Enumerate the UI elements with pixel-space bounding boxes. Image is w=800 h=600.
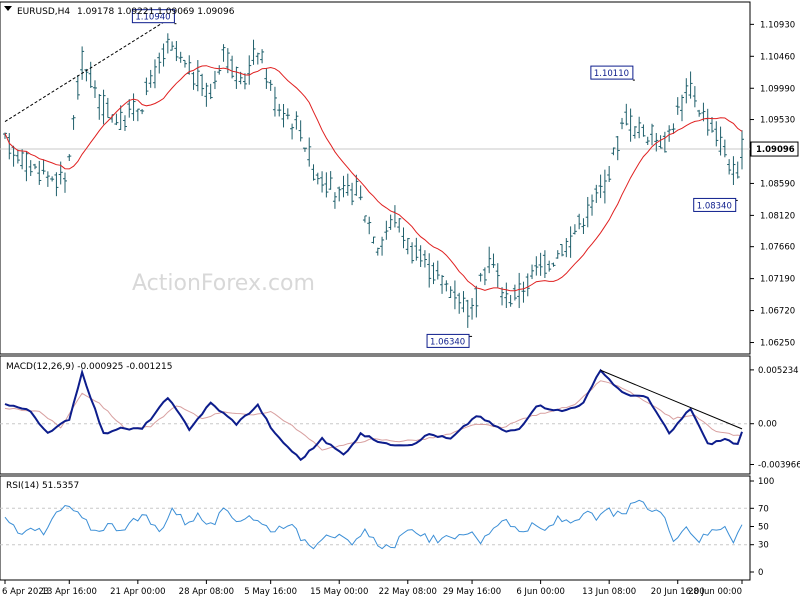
x-tick-label: 5 May 16:00 <box>244 587 297 597</box>
rsi-ytick-label: 50 <box>758 523 769 533</box>
price-label-text: 1.10110 <box>594 69 629 79</box>
rsi-ytick-label: 70 <box>758 504 769 514</box>
symbol-label: EURUSD,H4 <box>17 7 70 17</box>
rsi-ytick-label: 100 <box>758 477 774 487</box>
price-ytick-label: 1.07190 <box>760 275 795 285</box>
rsi-panel: 100 70 50 30 0 RSI(14) 51.5357 <box>0 475 774 581</box>
price-label-box <box>590 65 634 80</box>
macd-panel-frame <box>0 355 751 475</box>
sma-line <box>4 65 743 292</box>
price-ytick-label: 1.09530 <box>760 116 795 126</box>
rsi-panel-frame <box>0 475 751 581</box>
price-ytick-label: 1.09990 <box>760 84 795 94</box>
price-ytick-label: 1.10930 <box>760 20 795 30</box>
macd-trendline <box>600 369 743 430</box>
rsi-ytick-label: 30 <box>758 541 769 551</box>
price-ytick-label: 1.08590 <box>760 179 795 189</box>
macd-yaxis: 0.005234 0.00 -0.003966 <box>750 366 800 471</box>
watermark: ActionForex.com <box>132 271 315 296</box>
current-price-badge <box>750 141 799 157</box>
price-label-box <box>693 197 737 212</box>
rsi-line <box>4 499 743 550</box>
x-tick-label: 21 Apr 00:00 <box>110 587 165 597</box>
rsi-ytick-label: 0 <box>758 568 763 578</box>
x-tick-label: 15 May 00:00 <box>310 587 368 597</box>
x-tick-label: 28 Apr 08:00 <box>179 587 234 597</box>
macd-ytick-label: -0.003966 <box>758 461 800 471</box>
x-tick-label: 13 Apr 16:00 <box>42 587 97 597</box>
price-overlays: 1.10940 1.10110 1.08340 1.06340 <box>4 9 738 348</box>
macd-line <box>4 368 743 462</box>
price-label-text: 1.08340 <box>697 201 732 211</box>
x-tick-label: 6 Apr 2023 <box>2 587 49 597</box>
macd-ytick-label: 0.005234 <box>758 366 799 376</box>
macd-panel: 0.005234 0.00 -0.003966 MACD(12,26,9) -0.0… <box>0 355 800 475</box>
rsi-yaxis: 100 70 50 30 0 <box>750 477 774 578</box>
dropdown-arrow-icon[interactable] <box>4 6 12 11</box>
price-ytick-label: 1.06720 <box>760 307 795 317</box>
x-tick-label: 28 Jun 00:00 <box>688 587 742 597</box>
macd-lines <box>4 368 743 462</box>
price-label-text: 1.10940 <box>135 13 170 23</box>
x-tick-label: 20 Jun 16:00 <box>651 587 705 597</box>
price-ytick-label: 1.10460 <box>760 52 795 62</box>
price-ytick-label: 1.06250 <box>760 339 795 349</box>
x-tick-label: 6 Jun 00:00 <box>516 587 565 597</box>
ohlc-readout: 1.09178 1.09221 1.09069 1.09096 <box>77 7 235 17</box>
price-yaxis: 1.10930 1.10460 1.09990 1.09530 1.08590 1.081… <box>750 20 799 349</box>
price-panel: ActionForex.com 1.10940 1.10110 1.08340 1.0… <box>0 1 799 355</box>
price-label-box <box>131 9 175 24</box>
macd-ytick-label: 0.00 <box>758 420 777 430</box>
rsi-lines <box>4 499 743 550</box>
trendline-dashed <box>4 19 169 122</box>
x-tick-label: 22 May 08:00 <box>379 587 437 597</box>
price-panel-frame <box>0 1 751 355</box>
price-label-box <box>426 333 470 348</box>
x-tick-label: 13 Jun 08:00 <box>582 587 636 597</box>
price-ytick-label: 1.08120 <box>760 211 795 221</box>
rsi-title: RSI(14) 51.5357 <box>6 481 79 491</box>
price-label-text: 1.06340 <box>430 337 465 347</box>
rsi-grid <box>0 507 750 546</box>
moving-average <box>4 65 743 292</box>
x-tick-label: 29 May 16:00 <box>443 587 501 597</box>
current-price-label: 1.09096 <box>756 145 795 155</box>
macd-title: MACD(12,26,9) -0.000925 -0.001215 <box>6 362 172 372</box>
price-ytick-label: 1.07660 <box>760 243 795 253</box>
